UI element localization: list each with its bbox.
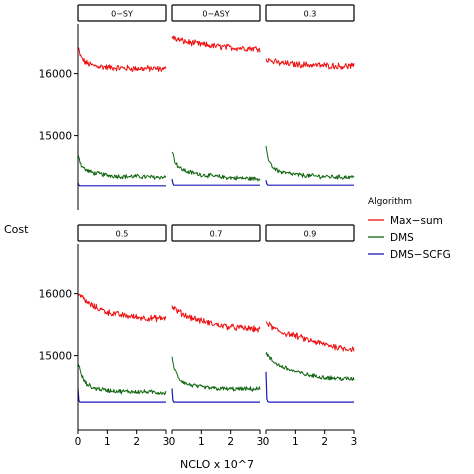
- y-tick-label: 16000: [39, 289, 72, 301]
- panels-layer: 0−SY 0−ASY 0.3 0.5 0.7 0.9: [77, 4, 355, 403]
- x-tick-label: 0: [75, 436, 82, 448]
- series-line-dms-scfg: [265, 180, 354, 186]
- x-tick-label: 2: [133, 436, 140, 448]
- panel-strip: [171, 224, 261, 242]
- series-line-dms: [171, 151, 261, 182]
- x-tick-label: 1: [292, 436, 299, 448]
- series-line-max-sum: [171, 305, 261, 333]
- series-line-dms-scfg: [171, 388, 260, 403]
- series-line-dms-scfg: [171, 178, 260, 186]
- series-line-dms-scfg: [77, 388, 166, 403]
- panel-strip-label: 0.9: [304, 230, 317, 239]
- panel-strip: [77, 224, 167, 242]
- panel-strip: [265, 4, 355, 22]
- x-tick-label: 0: [169, 436, 176, 448]
- x-tick-label: 3: [257, 436, 264, 448]
- legend-label-dms: DMS: [390, 232, 414, 244]
- panel-0-5: 0.5: [77, 224, 167, 403]
- panel-strip: [171, 4, 261, 22]
- y-tick-label: 15000: [39, 131, 72, 143]
- series-line-max-sum: [77, 46, 167, 72]
- x-tick-label: 0: [263, 436, 270, 448]
- legend: Algorithm Max−sum DMS DMS−SCFG: [368, 197, 451, 261]
- y-tick-label: 16000: [39, 69, 72, 81]
- panel-strip: [77, 4, 167, 22]
- panel-strip-label: 0.3: [304, 10, 317, 19]
- panel-strip: [265, 224, 355, 242]
- x-tick-label: 2: [227, 436, 234, 448]
- series-line-max-sum: [265, 58, 355, 70]
- x-tick-label: 1: [198, 436, 205, 448]
- legend-items: Max−sum DMS DMS−SCFG: [368, 215, 451, 261]
- panel-strip-label: 0−ASY: [202, 10, 229, 19]
- panel-strip-label: 0.5: [116, 230, 129, 239]
- panel-0-3: 0.3: [265, 4, 355, 186]
- series-line-dms: [77, 363, 167, 396]
- series-line-max-sum: [77, 293, 167, 323]
- panel-strip-label: 0−SY: [111, 10, 133, 19]
- panel-0-sy: 0−SY: [77, 4, 167, 187]
- series-line-max-sum: [171, 35, 261, 53]
- panel-0-9: 0.9: [265, 224, 355, 403]
- series-line-dms: [265, 145, 355, 180]
- x-tick-label: 2: [321, 436, 328, 448]
- x-tick-label: 3: [351, 436, 358, 448]
- panel-0-7: 0.7: [171, 224, 261, 403]
- series-line-dms-scfg: [77, 182, 166, 187]
- legend-title: Algorithm: [368, 197, 412, 207]
- panel-0-asy: 0−ASY: [171, 4, 261, 186]
- y-axes-layer: 15000 16000 15000 16000: [39, 24, 79, 430]
- series-line-dms-scfg: [265, 371, 354, 403]
- series-line-dms: [265, 352, 355, 382]
- series-line-dms: [77, 154, 167, 180]
- legend-label-dms-scfg: DMS−SCFG: [390, 249, 451, 261]
- series-line-dms: [171, 356, 261, 392]
- x-axis-title: NCLO x 10^7: [180, 458, 254, 471]
- y-axis-title: Cost: [4, 223, 29, 236]
- legend-label-max-sum: Max−sum: [390, 215, 443, 227]
- y-tick-label: 15000: [39, 351, 72, 363]
- x-tick-label: 1: [104, 436, 111, 448]
- x-tick-label: 3: [163, 436, 170, 448]
- series-line-max-sum: [265, 321, 355, 353]
- panel-strip-label: 0.7: [210, 230, 223, 239]
